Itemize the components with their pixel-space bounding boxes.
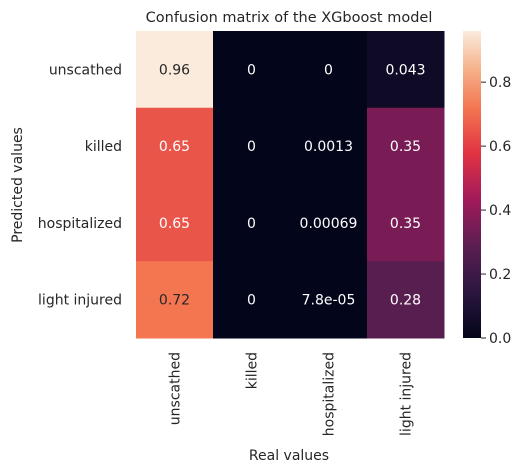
heatmap-cell (290, 107, 368, 185)
colorbar-tick-label: 0.2 (489, 267, 511, 283)
heatmap-cell (367, 31, 445, 109)
heatmap-cell (290, 31, 368, 109)
colorbar-tick-label: 0.6 (489, 139, 511, 155)
x-tick-label: killed (245, 352, 261, 389)
heatmap-cells (136, 31, 445, 339)
y-axis-label: Predicted values (10, 127, 26, 243)
cell-annotation: 0.043 (385, 62, 425, 78)
cell-annotation: 0 (247, 293, 256, 309)
heatmap-cell (136, 184, 214, 262)
heatmap-cell (213, 261, 291, 339)
heatmap-cell (367, 107, 445, 185)
cell-annotation: 0.0013 (304, 139, 353, 155)
x-tick-label: hospitalized (322, 352, 338, 436)
heatmap-cell (213, 31, 291, 109)
heatmap-cell (213, 107, 291, 185)
x-tick-label: light injured (399, 352, 415, 436)
colorbar (463, 31, 481, 338)
cell-annotation: 0.35 (390, 139, 421, 155)
colorbar-tick-label: 0.0 (489, 331, 511, 347)
heatmap-annotations: 0.96 0 0 0.043 0.65 0 0.0013 0.35 0.65 0 0.00069 0.… (159, 62, 426, 308)
cell-annotation: 0.65 (159, 139, 190, 155)
cell-annotation: 7.8e-05 (302, 293, 356, 309)
y-tick-label: light injured (38, 293, 122, 309)
colorbar-ticks: 0.0 0.2 0.4 0.6 0.8 (481, 75, 511, 347)
cell-annotation: 0.00069 (300, 216, 358, 232)
heatmap-cell (213, 184, 291, 262)
x-tick-label: unscathed (168, 352, 184, 425)
x-axis-label: Real values (249, 448, 329, 464)
cell-annotation: 0 (247, 139, 256, 155)
y-tick-labels: unscathed killed hospitalized light injured (38, 62, 122, 308)
cell-annotation: 0.65 (159, 216, 190, 232)
colorbar-tick-label: 0.8 (489, 75, 511, 91)
cell-annotation: 0.28 (390, 293, 421, 309)
cell-annotation: 0.96 (159, 62, 190, 78)
x-tick-labels: unscathed killed hospitalized light injured (168, 352, 415, 436)
heatmap-cell (290, 184, 368, 262)
y-tick-label: hospitalized (38, 216, 122, 232)
heatmap-cell (136, 261, 214, 339)
chart-title: Confusion matrix of the XGboost model (146, 10, 433, 26)
cell-annotation: 0.35 (390, 216, 421, 232)
y-tick-label: unscathed (49, 62, 122, 78)
colorbar-tick-label: 0.4 (489, 203, 511, 219)
cell-annotation: 0 (247, 62, 256, 78)
heatmap-cell (367, 261, 445, 339)
cell-annotation: 0 (324, 62, 333, 78)
cell-annotation: 0.72 (159, 293, 190, 309)
heatmap-cell (136, 107, 214, 185)
y-tick-label: killed (85, 139, 122, 155)
heatmap-cell (290, 261, 368, 339)
heatmap-cell (367, 184, 445, 262)
cell-annotation: 0 (247, 216, 256, 232)
heatmap-cell (136, 31, 214, 109)
